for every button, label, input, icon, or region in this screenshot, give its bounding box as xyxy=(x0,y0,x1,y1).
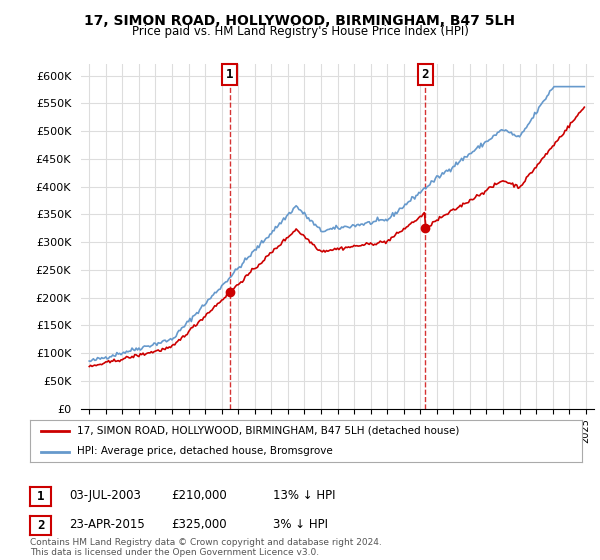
Text: 1: 1 xyxy=(226,68,233,81)
Text: 1: 1 xyxy=(37,489,44,503)
Text: 17, SIMON ROAD, HOLLYWOOD, BIRMINGHAM, B47 5LH: 17, SIMON ROAD, HOLLYWOOD, BIRMINGHAM, B… xyxy=(85,14,515,28)
Text: 03-JUL-2003: 03-JUL-2003 xyxy=(69,489,141,502)
Text: 2: 2 xyxy=(37,519,44,532)
Text: 17, SIMON ROAD, HOLLYWOOD, BIRMINGHAM, B47 5LH (detached house): 17, SIMON ROAD, HOLLYWOOD, BIRMINGHAM, B… xyxy=(77,426,459,436)
Text: £210,000: £210,000 xyxy=(171,489,227,502)
Text: Contains HM Land Registry data © Crown copyright and database right 2024.
This d: Contains HM Land Registry data © Crown c… xyxy=(30,538,382,557)
Text: 23-APR-2015: 23-APR-2015 xyxy=(69,518,145,531)
Text: HPI: Average price, detached house, Bromsgrove: HPI: Average price, detached house, Brom… xyxy=(77,446,332,456)
Text: 13% ↓ HPI: 13% ↓ HPI xyxy=(273,489,335,502)
Text: Price paid vs. HM Land Registry's House Price Index (HPI): Price paid vs. HM Land Registry's House … xyxy=(131,25,469,38)
Text: 2: 2 xyxy=(421,68,429,81)
Text: £325,000: £325,000 xyxy=(171,518,227,531)
Text: 3% ↓ HPI: 3% ↓ HPI xyxy=(273,518,328,531)
